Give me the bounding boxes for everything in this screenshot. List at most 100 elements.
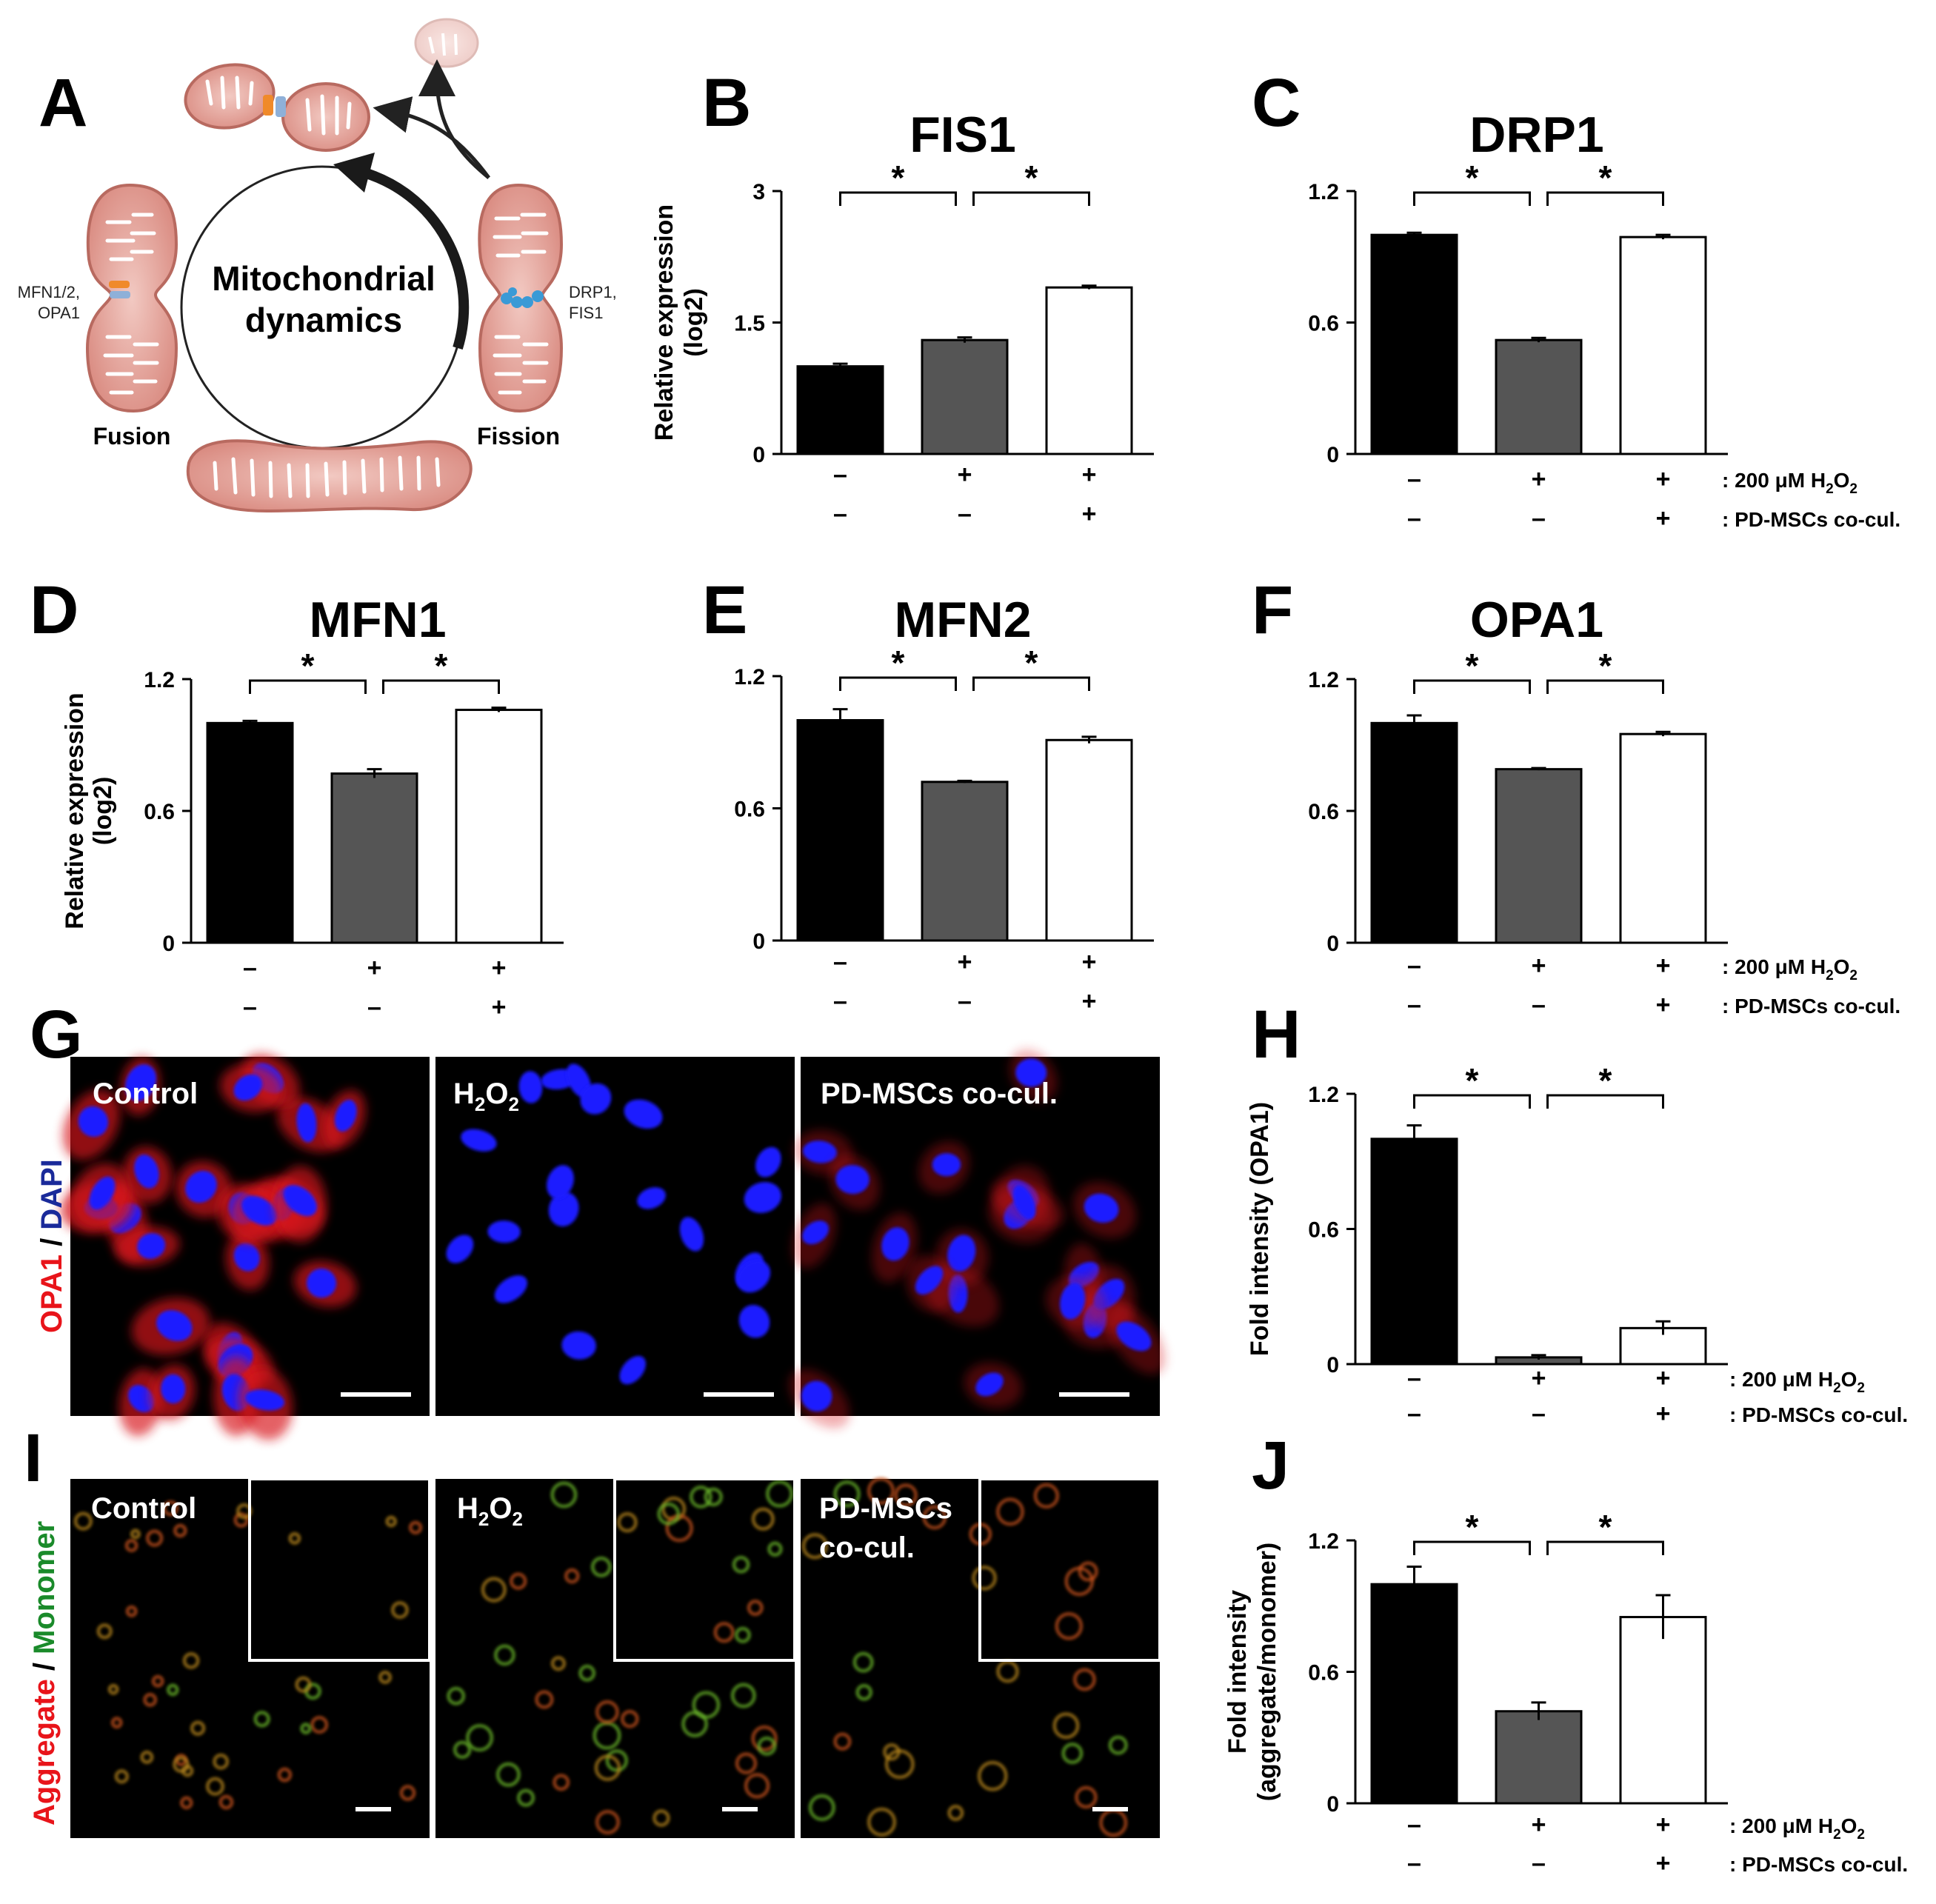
chart-1: FIS1 Relative expression (log2) 0 1.5 3 * * – – + –… [650, 107, 1154, 528]
fragmented-mitochondria-icon [184, 63, 370, 152]
dapi-nucleus-3 [835, 1165, 869, 1195]
dapi-nucleus-3 [915, 1266, 944, 1295]
dapi-nucleus-1 [125, 1064, 157, 1101]
panel-letter-f: F [1252, 572, 1293, 648]
y-axis-label: Fold intensity [1224, 1590, 1252, 1754]
significance-bracket-2 [1546, 1094, 1664, 1109]
bar-1 [1370, 721, 1458, 944]
jc1-cell-1 [310, 1716, 328, 1734]
bar-2 [921, 781, 1009, 942]
condition-h2o2-mark: – [1407, 1364, 1421, 1392]
jc1-cell-2 [735, 1752, 757, 1774]
cycle-arrowhead-icon [333, 153, 375, 193]
y-tick-label: 0.6 [1308, 312, 1339, 336]
jc1-cell-2 [564, 1569, 580, 1584]
fusion-proteins-line1: MFN1/2, [18, 283, 80, 301]
jc1-cell-1 [300, 1723, 312, 1734]
jc1-cell-1 [125, 1606, 138, 1617]
g-label-h2o2: H2O2 [453, 1078, 519, 1115]
condition-pdmsc-label: : PD-MSCs co-cul. [1722, 995, 1900, 1018]
i-inset-frame-3 [978, 1477, 1161, 1662]
condition-pdmsc-mark: – [1407, 991, 1421, 1019]
jc1-cell-2 [767, 1541, 783, 1557]
bar-3 [1045, 738, 1133, 942]
fusing-mitochondrion-icon: MFN1/2, OPA1 Fusion [18, 183, 178, 450]
significance-star-2: * [1599, 158, 1612, 197]
dapi-nucleus-3 [947, 1235, 976, 1272]
chart-title: OPA1 [1470, 592, 1603, 648]
jc1-cell-2 [496, 1763, 521, 1787]
jc1-cell-2 [595, 1810, 620, 1834]
condition-h2o2-prefix: : 200 μM H [1722, 469, 1826, 492]
significance-bracket-1 [839, 676, 957, 691]
jc1-cell-1 [180, 1796, 193, 1809]
jc1-cell-1 [151, 1674, 164, 1688]
fission-proteins-line2: FIS1 [569, 304, 603, 322]
dapi-nucleus-3 [802, 1220, 830, 1245]
dapi-nucleus-3 [1116, 1321, 1152, 1352]
g-scale-bar-1 [341, 1392, 411, 1397]
condition-h2o2-mark: + [492, 954, 507, 982]
condition-pdmsc-mark: + [1656, 991, 1671, 1019]
significance-star-2: * [1025, 158, 1038, 197]
fission-branch-arrow-icon [418, 59, 490, 179]
y-tick-label: 1.5 [734, 312, 765, 336]
dapi-nucleus-1 [334, 1100, 357, 1132]
jc1-cell-1 [130, 1529, 141, 1540]
i-label-h2o2-h: H [457, 1492, 478, 1525]
significance-star-1: * [1466, 1508, 1479, 1546]
y-tick-label: 1.2 [734, 665, 765, 689]
y-tick-label: 0 [162, 932, 175, 956]
jc1-cell-3 [996, 1497, 1024, 1526]
jc1-cell-1 [146, 1529, 164, 1547]
condition-h2o2-mark: + [1656, 1811, 1671, 1839]
panel-letter-a: A [39, 65, 87, 141]
condition-pdmsc-mark: – [833, 987, 847, 1015]
jc1-cell-3 [867, 1477, 895, 1505]
i-ylabel-aggregate: Aggregate [28, 1679, 61, 1825]
jc1-cell-1 [378, 1671, 392, 1684]
jc1-cell-2 [744, 1773, 770, 1799]
condition-pdmsc-mark: + [1656, 504, 1671, 532]
jc1-cell-2 [751, 1726, 778, 1751]
chart-title: FIS1 [909, 107, 1016, 163]
condition-pdmsc-label: : PD-MSCs co-cul. [1722, 508, 1900, 531]
significance-bracket-1 [1413, 1094, 1531, 1109]
condition-h2o2-mark: – [243, 954, 257, 982]
g-label-h2o2-sub1: 2 [475, 1093, 485, 1115]
dapi-nucleus-2 [548, 1192, 579, 1227]
jc1-cell-3 [978, 1760, 1008, 1791]
dapi-nucleus-1 [134, 1155, 159, 1189]
y-axis-label-line2: (log2) [680, 288, 708, 357]
condition-h2o2-sub2: 2 [1849, 481, 1857, 497]
y-tick-label: 0 [752, 443, 765, 467]
jc1-cell-1 [385, 1515, 397, 1528]
i-label-h2o2-sub1: 2 [478, 1508, 489, 1530]
dapi-nucleus-3 [881, 1227, 909, 1261]
jc1-cell-1 [143, 1693, 157, 1707]
chart-title: MFN1 [309, 592, 446, 648]
g-ylabel-sep: / [36, 1230, 68, 1255]
y-tick-label: 0 [752, 929, 765, 954]
condition-h2o2-label: : 200 μM H2O2 [1729, 1368, 1865, 1396]
jc1-cell-3 [855, 1684, 872, 1701]
significance-star-1: * [1466, 647, 1479, 685]
significance-bracket-1 [1413, 679, 1531, 694]
jc1-cell-1 [253, 1711, 270, 1728]
i-label-pdmsc-line1: PD-MSCs [819, 1492, 952, 1525]
dapi-nucleus-2 [679, 1217, 704, 1252]
significance-star-2: * [1025, 644, 1038, 682]
bar-1 [1370, 1138, 1458, 1366]
condition-pdmsc-mark: + [1656, 1849, 1671, 1877]
fission-label: Fission [477, 423, 560, 450]
jc1-cell-1 [114, 1769, 129, 1784]
condition-pdmsc-mark: – [1532, 1849, 1546, 1877]
significance-star-2: * [1599, 1061, 1612, 1100]
condition-h2o2-mark: – [833, 461, 847, 489]
jc1-cell-2 [595, 1700, 619, 1724]
dapi-nucleus-2 [547, 1165, 574, 1199]
jc1-cell-1 [233, 1512, 249, 1528]
jc1-cell-2 [713, 1622, 735, 1643]
